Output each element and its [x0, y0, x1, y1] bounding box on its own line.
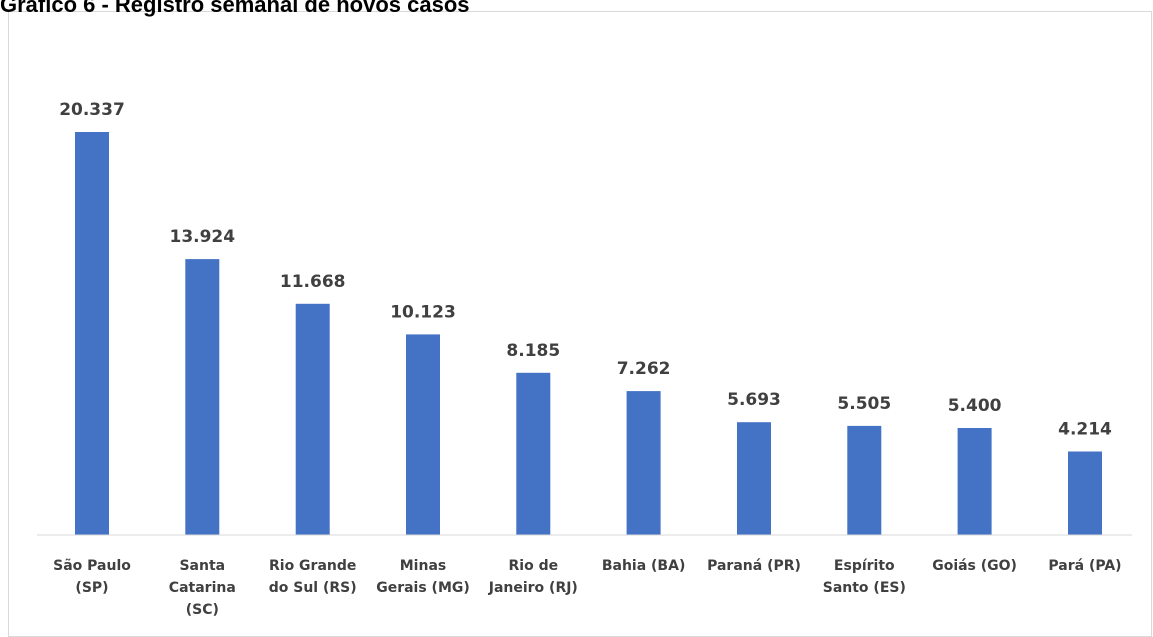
category-label-line: (SP) [75, 580, 108, 596]
category-label-line: Rio de [509, 558, 559, 574]
category-label-line: do Sul (RS) [269, 580, 357, 596]
bar-7 [737, 422, 771, 535]
bars-group [75, 132, 1102, 535]
value-label-9: 5.400 [948, 396, 1002, 416]
category-label-line: Goiás (GO) [932, 558, 1017, 574]
category-label-10: Pará (PA) [1048, 558, 1121, 574]
bar-4 [406, 334, 440, 535]
category-label-line: São Paulo [53, 558, 131, 574]
category-label-line: Paraná (PR) [707, 558, 801, 574]
bar-9 [957, 428, 992, 535]
category-label-7: Paraná (PR) [707, 558, 801, 574]
category-label-line: Espírito [834, 558, 895, 574]
value-labels-group: 20.337 13.924 11.668 10.123 8.185 7.262 5.693 5… [59, 100, 1112, 440]
category-label-line: Gerais (MG) [376, 580, 470, 596]
category-label-8: Espírito Santo (ES) [823, 558, 906, 596]
category-label-3: Rio Grande do Sul (RS) [269, 558, 357, 596]
category-label-line: Minas [400, 558, 446, 574]
value-label-10: 4.214 [1058, 420, 1112, 440]
category-label-9: Goiás (GO) [932, 558, 1017, 574]
chart-title: Gráfico 6 - Registro semanal de novos ca… [0, 0, 470, 17]
value-label-4: 10.123 [390, 302, 456, 322]
category-label-line: Santa [179, 558, 225, 574]
category-label-line: (SC) [186, 602, 219, 618]
value-label-8: 5.505 [837, 394, 891, 414]
category-label-line: Rio Grande [269, 558, 356, 574]
bar-2 [185, 259, 220, 535]
value-label-1: 20.337 [59, 100, 125, 120]
category-labels-group: São Paulo (SP) Santa Catarina (SC) Rio Grande… [53, 558, 1121, 618]
category-label-6: Bahia (BA) [602, 558, 686, 574]
category-label-line: Pará (PA) [1048, 558, 1121, 574]
category-label-line: Bahia (BA) [602, 558, 686, 574]
bar-1 [75, 132, 109, 535]
category-label-2: Santa Catarina (SC) [169, 558, 236, 618]
category-label-4: Minas Gerais (MG) [376, 558, 470, 596]
category-label-line: Janeiro (RJ) [488, 580, 578, 596]
bar-5 [516, 372, 551, 535]
value-label-7: 5.693 [727, 390, 781, 410]
value-label-2: 13.924 [169, 227, 235, 247]
value-label-3: 11.668 [280, 272, 346, 292]
value-label-5: 8.185 [506, 341, 560, 361]
category-label-line: Catarina [169, 580, 236, 596]
value-label-6: 7.262 [617, 359, 671, 379]
category-label-5: Rio de Janeiro (RJ) [488, 558, 578, 596]
category-label-1: São Paulo (SP) [53, 558, 131, 596]
bar-10 [1068, 451, 1102, 535]
bar-6 [626, 391, 661, 535]
bar-8 [847, 425, 882, 535]
category-label-line: Santo (ES) [823, 580, 906, 596]
bar-3 [295, 303, 330, 535]
